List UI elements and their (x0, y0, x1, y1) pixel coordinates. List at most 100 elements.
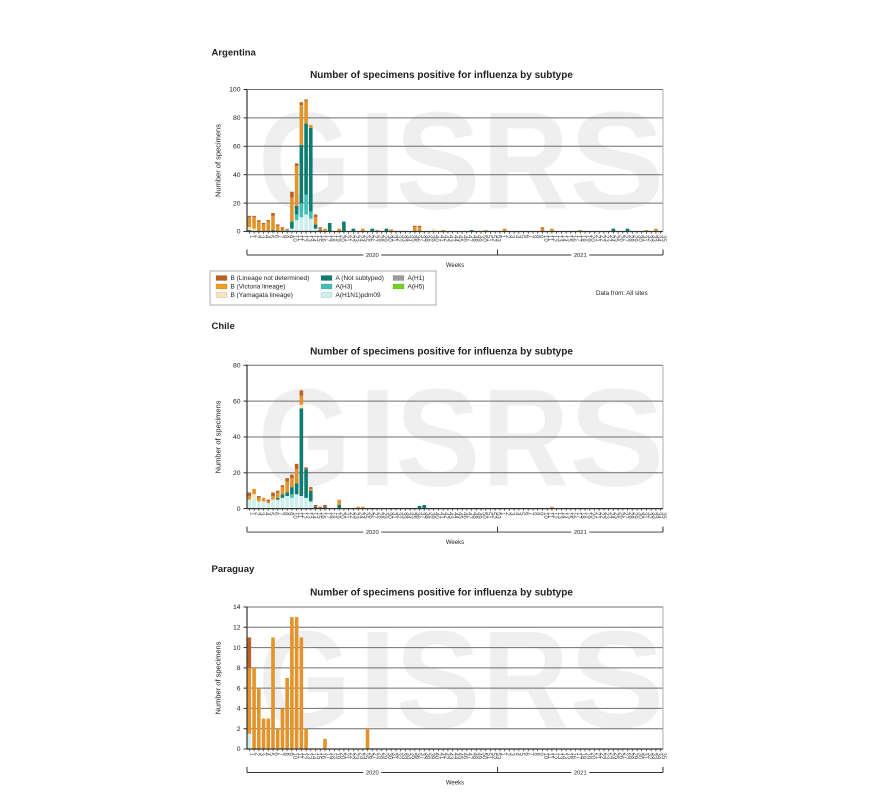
svg-text:24: 24 (357, 235, 363, 242)
svg-text:4: 4 (513, 512, 519, 516)
svg-text:46: 46 (461, 753, 467, 760)
svg-text:Data from: All sites: Data from: All sites (596, 290, 648, 297)
svg-text:27: 27 (622, 512, 628, 519)
svg-text:35: 35 (409, 235, 415, 242)
svg-text:29: 29 (381, 753, 387, 760)
svg-text:26: 26 (367, 753, 373, 760)
svg-text:9: 9 (286, 753, 292, 757)
svg-text:7: 7 (528, 512, 534, 516)
svg-text:17: 17 (324, 753, 330, 760)
svg-text:1: 1 (249, 512, 255, 516)
svg-text:41: 41 (438, 512, 444, 519)
svg-text:I: I (358, 84, 397, 239)
svg-text:44: 44 (452, 235, 458, 242)
svg-text:23: 23 (353, 753, 359, 760)
svg-text:21: 21 (343, 512, 349, 519)
svg-text:19: 19 (334, 512, 340, 519)
svg-text:20: 20 (338, 753, 344, 760)
svg-text:9: 9 (537, 753, 543, 757)
svg-text:Number of specimens positive f: Number of specimens positive for influen… (310, 588, 573, 599)
svg-text:9: 9 (537, 235, 543, 239)
svg-text:21: 21 (594, 235, 600, 242)
svg-text:Weeks: Weeks (446, 263, 464, 269)
svg-text:11: 11 (546, 512, 552, 519)
svg-text:1: 1 (249, 235, 255, 239)
svg-text:42: 42 (442, 512, 448, 519)
svg-text:23: 23 (603, 235, 609, 242)
svg-text:21: 21 (594, 753, 600, 760)
svg-text:10: 10 (542, 512, 548, 519)
svg-text:11: 11 (546, 235, 552, 242)
svg-text:21: 21 (343, 235, 349, 242)
svg-text:48: 48 (471, 753, 477, 760)
svg-text:30: 30 (636, 235, 642, 242)
svg-text:8: 8 (532, 512, 538, 516)
svg-text:36: 36 (414, 753, 420, 760)
svg-text:30: 30 (636, 753, 642, 760)
svg-text:2: 2 (253, 512, 259, 516)
svg-text:28: 28 (627, 512, 633, 519)
svg-text:5: 5 (268, 235, 274, 239)
svg-text:Argentina: Argentina (212, 48, 257, 59)
svg-text:53: 53 (494, 512, 500, 519)
svg-text:6: 6 (272, 512, 278, 516)
svg-text:31: 31 (641, 512, 647, 519)
svg-text:38: 38 (424, 753, 430, 760)
svg-text:6: 6 (523, 753, 529, 757)
svg-text:28: 28 (376, 512, 382, 519)
svg-text:51: 51 (485, 753, 491, 760)
svg-text:A (Not subtyped): A (Not subtyped) (336, 275, 384, 282)
svg-text:46: 46 (461, 512, 467, 519)
svg-text:10: 10 (542, 753, 548, 760)
svg-text:24: 24 (608, 235, 614, 242)
svg-text:12: 12 (301, 512, 307, 519)
svg-text:17: 17 (324, 235, 330, 242)
svg-text:45: 45 (457, 512, 463, 519)
svg-text:13: 13 (305, 235, 311, 242)
svg-text:40: 40 (433, 753, 439, 760)
svg-text:31: 31 (641, 235, 647, 242)
svg-text:10: 10 (233, 645, 241, 652)
svg-text:14: 14 (233, 604, 241, 611)
svg-text:10: 10 (542, 235, 548, 242)
svg-text:R: R (482, 603, 568, 757)
svg-text:52: 52 (490, 512, 496, 519)
svg-text:52: 52 (490, 235, 496, 242)
svg-text:10: 10 (291, 512, 297, 519)
svg-text:11: 11 (296, 512, 302, 519)
svg-text:0: 0 (237, 229, 241, 236)
svg-text:9: 9 (286, 235, 292, 239)
svg-text:25: 25 (613, 235, 619, 242)
svg-text:S: S (395, 602, 480, 758)
svg-text:52: 52 (490, 753, 496, 760)
svg-text:10: 10 (291, 753, 297, 760)
svg-text:33: 33 (400, 512, 406, 519)
svg-text:13: 13 (305, 753, 311, 760)
svg-text:35: 35 (409, 753, 415, 760)
svg-text:17: 17 (324, 512, 330, 519)
svg-text:Number of specimens: Number of specimens (214, 124, 223, 197)
svg-text:2: 2 (253, 753, 259, 757)
svg-text:B (Victoria lineage): B (Victoria lineage) (231, 284, 286, 291)
svg-text:31: 31 (641, 753, 647, 760)
svg-text:18: 18 (580, 512, 586, 519)
svg-text:30: 30 (386, 753, 392, 760)
svg-text:35: 35 (660, 753, 666, 760)
svg-text:16: 16 (320, 512, 326, 519)
svg-text:7: 7 (528, 753, 534, 757)
svg-text:29: 29 (632, 512, 638, 519)
svg-text:20: 20 (233, 470, 241, 477)
svg-text:22: 22 (598, 512, 604, 519)
svg-text:A(H1): A(H1) (408, 275, 425, 282)
svg-text:Weeks: Weeks (446, 781, 464, 787)
svg-text:14: 14 (561, 512, 567, 519)
svg-text:28: 28 (376, 753, 382, 760)
svg-text:17: 17 (575, 235, 581, 242)
svg-text:0: 0 (237, 746, 241, 753)
svg-text:35: 35 (409, 512, 415, 519)
svg-text:47: 47 (466, 753, 472, 760)
svg-text:22: 22 (598, 235, 604, 242)
svg-text:I: I (358, 361, 397, 516)
svg-text:10: 10 (291, 235, 297, 242)
svg-text:17: 17 (575, 753, 581, 760)
